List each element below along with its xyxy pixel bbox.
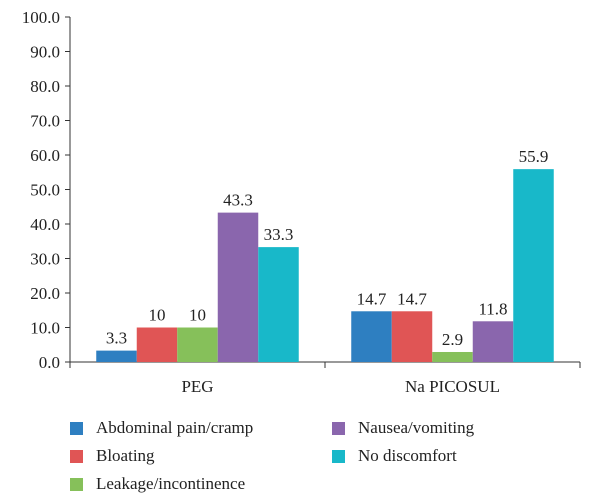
- bar: [513, 169, 554, 362]
- data-label: 43.3: [223, 191, 253, 210]
- legend-label: No discomfort: [358, 446, 457, 465]
- data-label: 11.8: [478, 299, 507, 318]
- legend-label: Nausea/vomiting: [358, 418, 475, 437]
- bar: [391, 311, 433, 362]
- bars: [96, 169, 554, 362]
- data-label: 33.3: [264, 225, 294, 244]
- bar: [177, 327, 218, 362]
- y-tick-label: 50.0: [30, 181, 60, 200]
- data-label: 55.9: [519, 147, 549, 166]
- data-label: 10: [149, 306, 166, 325]
- legend-swatch: [332, 421, 345, 435]
- y-tick-label: 10.0: [30, 319, 60, 338]
- legend-label: Abdominal pain/cramp: [96, 418, 254, 437]
- legend-item: Nausea/vomiting: [332, 418, 474, 438]
- data-labels: 3.3 10 10 43.3 33.3 14.7 14.7 2.9 11.8 55.9: [106, 147, 549, 349]
- y-tick-label: 80.0: [30, 77, 60, 96]
- legend-label: Leakage/incontinence: [96, 474, 246, 493]
- y-tick-label: 40.0: [30, 215, 60, 234]
- data-label: 10: [189, 306, 206, 325]
- data-label: 14.7: [357, 289, 387, 308]
- legend-item: Bloating: [70, 446, 155, 466]
- y-tick-label: 20.0: [30, 284, 60, 303]
- bar: [351, 311, 392, 362]
- bar-chart: 0.0 10.0 20.0 30.0 40.0 50.0 60.0 70.0 80.0 90.0 1…: [22, 8, 581, 396]
- y-tick-label: 70.0: [30, 112, 60, 131]
- legend-swatch: [332, 449, 345, 463]
- y-tick-label: 100.0: [22, 8, 60, 27]
- x-axis: PEG Na PICOSUL: [69, 361, 581, 396]
- bar: [258, 247, 299, 362]
- bar: [432, 351, 473, 362]
- y-tick-label: 60.0: [30, 146, 60, 165]
- data-label: 14.7: [397, 289, 427, 308]
- y-tick-label: 0.0: [39, 353, 60, 372]
- legend-item: Abdominal pain/cramp: [70, 418, 253, 438]
- legend-item: Leakage/incontinence: [70, 474, 245, 494]
- x-category-label: PEG: [181, 377, 213, 396]
- bar: [136, 327, 178, 362]
- legend-label: Bloating: [96, 446, 155, 465]
- data-label: 3.3: [106, 329, 127, 348]
- legend-swatch: [70, 477, 83, 491]
- legend-swatch: [70, 449, 83, 463]
- legend-item: No discomfort: [332, 446, 457, 466]
- y-tick-label: 30.0: [30, 250, 60, 269]
- bar: [472, 321, 514, 362]
- y-axis: 0.0 10.0 20.0 30.0 40.0 50.0 60.0 70.0 80.0 90.0 1…: [22, 8, 71, 372]
- legend-swatch: [70, 421, 83, 435]
- data-label: 2.9: [442, 330, 463, 349]
- x-category-label: Na PICOSUL: [405, 377, 500, 396]
- bar: [217, 212, 259, 362]
- y-tick-label: 90.0: [30, 43, 60, 62]
- bar: [96, 350, 137, 362]
